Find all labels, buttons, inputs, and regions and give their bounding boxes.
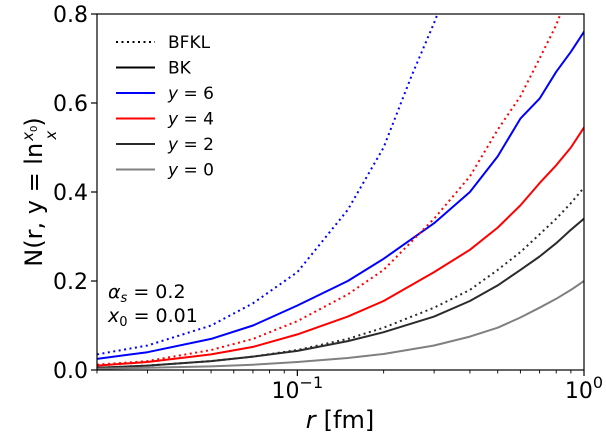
- series-line-bfkl-y6: [97, 14, 439, 356]
- legend-label: y = 0: [167, 161, 214, 181]
- y-tick-label: 0.4: [53, 181, 88, 206]
- y-tick-label: 0.8: [53, 3, 88, 28]
- series-line-bk-y2: [97, 217, 584, 369]
- x-tick-label: 100: [565, 373, 603, 404]
- x-axis-label: r [fm]: [306, 406, 374, 434]
- legend: BFKL BK y = 6 y = 4 y = 2 y = 0: [116, 33, 214, 181]
- series-line-bk-y4: [97, 126, 584, 367]
- series-line-bfkl-y4: [97, 14, 562, 366]
- y-tick-label: 0.2: [53, 270, 88, 295]
- annotation-block: αs = 0.2 x0 = 0.01: [107, 281, 198, 330]
- tick-layer: 0.0 0.2 0.4 0.6 0.8 10−1 100: [53, 3, 603, 404]
- y-tick-label: 0.0: [53, 359, 88, 384]
- series-line-bk-y0: [97, 280, 584, 370]
- legend-label: BK: [168, 59, 192, 79]
- series-line-bk-y6: [97, 30, 584, 360]
- y-tick-label: 0.6: [53, 92, 88, 117]
- svg-text:N(r, y = lnx0x): N(r, y = lnx0x): [19, 117, 60, 266]
- legend-label: BFKL: [168, 33, 211, 53]
- alpha-annotation: αs = 0.2: [108, 281, 186, 306]
- legend-label: y = 2: [167, 135, 214, 155]
- y-axis-label: N(r, y = lnx0x): [19, 117, 60, 266]
- legend-label: y = 4: [167, 110, 214, 130]
- x-tick-label: 10−1: [272, 373, 324, 404]
- series-layer: [97, 14, 584, 370]
- legend-label: y = 6: [167, 84, 214, 104]
- x0-annotation: x0 = 0.01: [107, 305, 198, 330]
